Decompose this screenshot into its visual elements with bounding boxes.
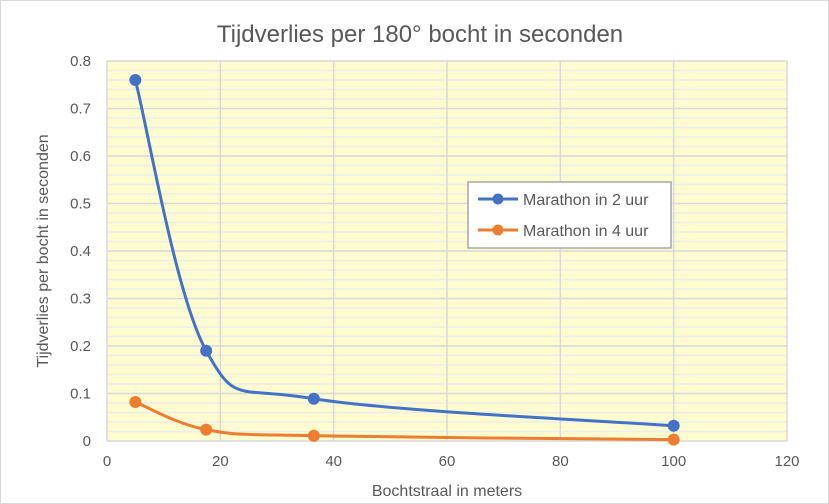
y-tick-label: 0 (83, 433, 91, 450)
x-tick-label: 60 (439, 453, 456, 470)
y-tick-label: 0.7 (70, 101, 91, 118)
y-tick-label: 0.3 (70, 291, 91, 308)
y-tick-label: 0.8 (70, 53, 91, 70)
chart-title: Tijdverlies per 180° bocht in seconden (217, 21, 623, 48)
data-point (129, 74, 142, 86)
y-axis-label: Tijdverlies per bocht in seconden (35, 134, 52, 367)
legend-marker-icon (492, 193, 504, 205)
y-tick-label: 0.1 (70, 386, 91, 403)
data-point (200, 423, 213, 436)
legend-label: Marathon in 4 uur (523, 223, 649, 240)
x-tick-label: 120 (774, 453, 799, 470)
x-tick-label: 100 (661, 453, 686, 470)
data-point (667, 433, 680, 446)
series-line-1 (133, 79, 674, 428)
x-tick-label: 40 (325, 453, 342, 470)
legend-label: Marathon in 2 uur (523, 192, 649, 209)
data-point (200, 344, 213, 357)
series-line-2 (134, 400, 674, 442)
legend-marker-icon (492, 224, 504, 236)
data-point (307, 429, 320, 442)
data-point (307, 392, 320, 405)
x-tick-label: 0 (103, 453, 111, 470)
x-tick-label: 20 (212, 453, 229, 470)
y-tick-label: 0.6 (70, 148, 91, 165)
plot-area: 0 0.1 0.2 0.3 0.4 0.5 0.6 0.7 0.8 0 20 40 60 80 100 120 (70, 53, 799, 470)
data-point (667, 419, 680, 432)
y-tick-label: 0.2 (70, 338, 91, 355)
y-tick-label: 0.5 (70, 196, 91, 213)
data-point (129, 396, 142, 409)
legend-box (467, 181, 672, 249)
x-axis-label: Bochtstraal in meters (372, 483, 522, 500)
legend: Marathon in 2 uur Marathon in 4 uur (467, 181, 672, 249)
y-tick-label: 0.4 (70, 243, 91, 260)
x-tick-label: 80 (552, 453, 569, 470)
